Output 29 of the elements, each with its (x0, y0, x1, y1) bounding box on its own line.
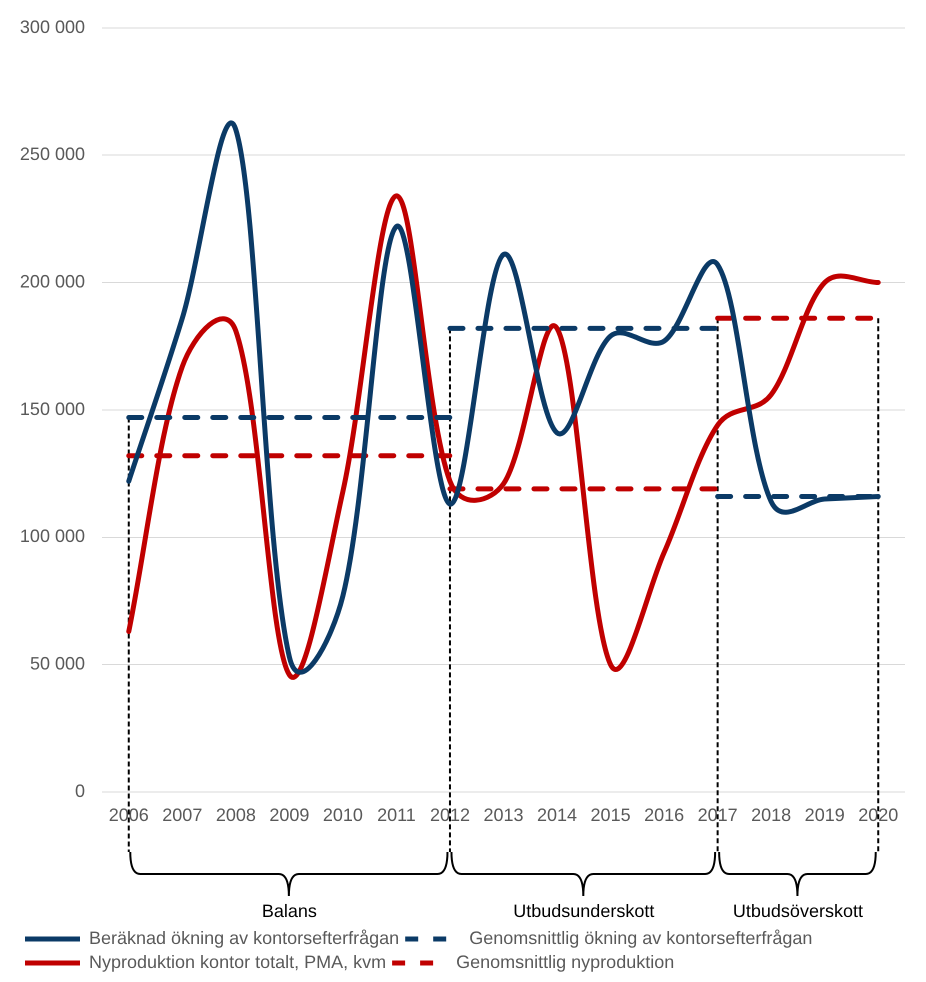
x-tick-label: 2006 (108, 804, 149, 825)
x-tick-label: 2016 (644, 804, 684, 825)
y-tick-label: 200 000 (20, 272, 85, 292)
y-tick-label: 50 000 (30, 654, 85, 674)
x-tick-label: 2017 (698, 804, 738, 825)
x-tick-label: 2015 (590, 804, 631, 825)
x-tick-label: 2009 (269, 804, 310, 825)
legend-label: Genomsnittlig ökning av kontorsefterfrågan (469, 928, 812, 948)
x-tick-label: 2014 (537, 804, 578, 825)
text: Utbudsöverskott (732, 900, 863, 921)
x-tick-label: 2011 (377, 804, 416, 825)
text: Balans (262, 900, 317, 921)
y-tick-label: 300 000 (20, 16, 85, 37)
x-tick-label: 2019 (804, 804, 845, 825)
x-tick-label: 2018 (751, 804, 792, 825)
y-tick-label: 0 (74, 780, 85, 801)
y-tick-label: 150 000 (20, 398, 85, 419)
x-tick-label: 2008 (216, 804, 256, 825)
y-tick-label: 250 000 (20, 144, 85, 164)
x-tick-label: 2012 (430, 804, 470, 825)
text: Utbudsunderskott (513, 900, 654, 921)
legend-label: Genomsnittlig nyproduktion (456, 952, 674, 972)
x-tick-label: 2013 (483, 804, 524, 825)
x-tick-label: 2020 (858, 804, 898, 825)
x-tick-label: 2010 (322, 804, 363, 825)
x-tick-label: 2007 (162, 804, 202, 825)
y-tick-label: 100 000 (20, 526, 85, 546)
legend-label: Nyproduktion kontor totalt, PMA, kvm (89, 952, 386, 972)
legend-label: Beräknad ökning av kontorsefterfrågan (89, 928, 400, 948)
